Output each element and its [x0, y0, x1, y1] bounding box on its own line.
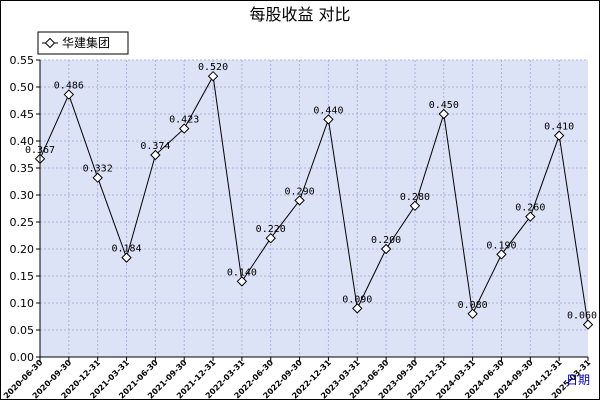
plot-area [40, 60, 588, 357]
y-tick-label: 0.50 [10, 81, 35, 94]
data-point-marker[interactable] [582, 319, 594, 330]
data-point-marker[interactable] [150, 149, 161, 161]
data-point-marker[interactable] [496, 249, 507, 260]
data-point-marker[interactable] [63, 89, 75, 100]
legend-box [37, 31, 129, 55]
data-point-marker[interactable] [179, 123, 190, 134]
data-label: 0.520 [198, 62, 228, 73]
data-point-marker[interactable] [409, 200, 421, 212]
data-label: 0.080 [458, 300, 488, 311]
data-point-marker[interactable] [265, 232, 276, 244]
data-label: 0.374 [140, 141, 170, 152]
y-tick-label: 0.55 [10, 54, 35, 67]
y-tick-label: 0.10 [10, 297, 35, 310]
data-label: 0.290 [285, 186, 315, 197]
y-tick-label: 0.15 [10, 270, 35, 283]
x-axis-ticks: 2020-06-302020-09-302020-12-312021-03-31… [2, 357, 593, 400]
data-point-marker[interactable] [525, 211, 536, 222]
x-axis-label: 日期 [566, 373, 590, 387]
data-label: 0.140 [227, 267, 257, 278]
y-tick-label: 0.05 [10, 324, 35, 337]
data-point-marker[interactable] [121, 252, 132, 263]
data-label: 0.486 [54, 81, 84, 92]
data-point-marker[interactable] [553, 130, 565, 141]
data-points [34, 70, 594, 330]
data-point-marker[interactable] [323, 114, 334, 125]
data-point-marker[interactable] [294, 195, 305, 206]
y-tick-label: 0.45 [10, 108, 35, 121]
data-point-marker[interactable] [207, 70, 219, 82]
data-label: 0.190 [486, 240, 516, 251]
series-line [39, 74, 589, 325]
data-label: 0.260 [515, 203, 545, 214]
data-point-marker[interactable] [380, 243, 392, 255]
y-tick-label: 0.30 [10, 189, 35, 202]
data-label: 0.090 [342, 294, 372, 305]
data-label: 0.200 [371, 235, 401, 246]
data-label: 0.450 [429, 100, 459, 111]
legend-diamond-icon [44, 37, 56, 49]
y-tick-label: 0.00 [10, 351, 35, 364]
y-axis-ticks: 0.00 0.05 0.10 0.15 0.20 0.25 0.30 0.35 0.40 0.45… [10, 54, 40, 364]
y-tick-label: 0.40 [10, 135, 35, 148]
grid-lines [40, 59, 588, 357]
data-point-marker[interactable] [236, 276, 248, 287]
data-label: 0.410 [544, 122, 574, 133]
data-label: 0.440 [313, 105, 343, 116]
legend[interactable]: 华建集团 [37, 31, 129, 55]
y-tick-label: 0.20 [10, 243, 35, 256]
y-tick-label: 0.35 [10, 162, 35, 175]
data-point-marker[interactable] [92, 172, 103, 183]
data-label: 0.220 [256, 224, 286, 235]
data-label: 0.280 [400, 192, 430, 203]
data-point-marker[interactable] [438, 108, 449, 120]
data-label: 0.423 [169, 115, 199, 126]
y-tick-label: 0.25 [10, 216, 35, 229]
data-label: 0.060 [567, 311, 597, 322]
legend-entry-label: 华建集团 [62, 35, 110, 50]
data-point-marker[interactable] [467, 308, 478, 320]
data-point-marker[interactable] [352, 303, 363, 314]
chart-title: 每股收益 对比 [249, 5, 350, 24]
data-label: 0.332 [83, 164, 113, 175]
data-labels: 0.3670.4860.3320.1840.3740.4230.5200.140… [25, 62, 597, 321]
data-label: 0.184 [111, 244, 141, 255]
